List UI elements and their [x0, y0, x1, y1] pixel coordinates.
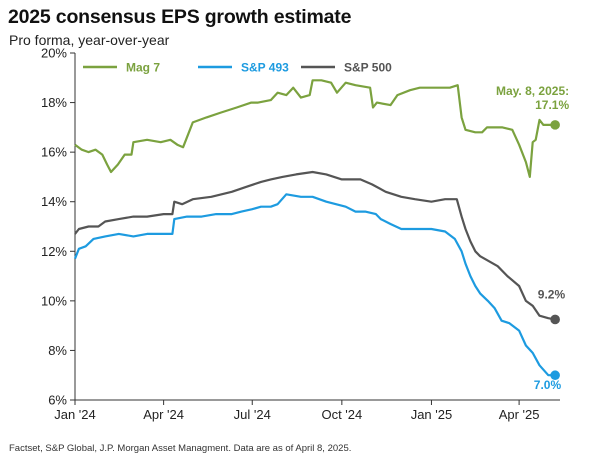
series-line-mag-7 — [74, 79, 556, 178]
x-tick-label: Oct '24 — [321, 407, 362, 422]
chart-title: 2025 consensus EPS growth estimate — [8, 6, 352, 28]
x-tick-label: Apr '25 — [499, 407, 540, 422]
axes: 6% 8% 10% 12% 14% 16% 18% 20% Jan '24 Apr '24 Jul … — [41, 46, 560, 422]
chart-subtitle: Pro forma, year-over-year — [9, 32, 170, 48]
series-line-s-p-500 — [74, 170, 556, 321]
y-tick-label: 12% — [41, 244, 67, 259]
legend-label-s-p-493: S&P 493 — [241, 61, 289, 75]
x-tick-label: Jan '25 — [411, 407, 453, 422]
source-footnote: Factset, S&P Global, J.P. Morgan Asset M… — [9, 443, 352, 454]
x-tick-label: Jul '24 — [234, 407, 271, 422]
legend: Mag 7 S&P 493 S&P 500 — [83, 61, 392, 75]
annotation-s-p-493: 7.0% — [534, 378, 562, 392]
y-tick-label: 14% — [41, 194, 67, 209]
x-tick-label: Jan '24 — [54, 407, 96, 422]
annotation-mag-7: 17.1% — [535, 98, 569, 112]
series-endpoint-s-p-493 — [550, 370, 560, 381]
annotation-s-p-500: 9.2% — [538, 287, 566, 301]
annotation-mag-7: May. 8, 2025: — [496, 84, 569, 98]
annotations: May. 8, 2025:17.1% 9.2% 7.0% — [496, 84, 569, 392]
y-tick-label: 10% — [41, 293, 67, 308]
legend-label-mag-7: Mag 7 — [126, 61, 160, 75]
series-lines — [73, 79, 560, 381]
series-endpoint-s-p-500 — [550, 314, 560, 325]
legend-label-s-p-500: S&P 500 — [344, 61, 392, 75]
y-tick-label: 6% — [48, 393, 67, 408]
y-tick-label: 16% — [41, 145, 67, 160]
y-tick-label: 20% — [41, 46, 67, 61]
series-line-s-p-493 — [73, 193, 556, 377]
y-tick-label: 8% — [48, 343, 67, 358]
x-tick-label: Apr '24 — [143, 407, 184, 422]
series-endpoint-mag-7 — [550, 120, 560, 130]
y-tick-label: 18% — [41, 95, 67, 110]
